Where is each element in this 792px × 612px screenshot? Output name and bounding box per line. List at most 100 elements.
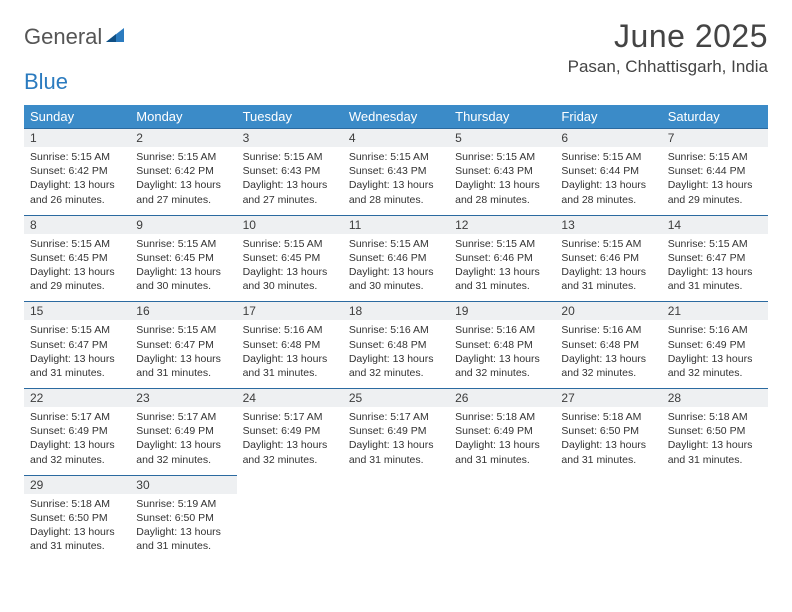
sunrise-line: Sunrise: 5:15 AM: [561, 150, 655, 164]
day-detail-cell: Sunrise: 5:15 AMSunset: 6:42 PMDaylight:…: [130, 147, 236, 215]
sunset-line: Sunset: 6:49 PM: [455, 424, 549, 438]
sunrise-line: Sunrise: 5:15 AM: [349, 237, 443, 251]
sunset-line: Sunset: 6:47 PM: [30, 338, 124, 352]
daylight-line: Daylight: 13 hours and 30 minutes.: [349, 265, 443, 293]
daylight-line: Daylight: 13 hours and 30 minutes.: [243, 265, 337, 293]
sunset-line: Sunset: 6:48 PM: [455, 338, 549, 352]
sunrise-line: Sunrise: 5:15 AM: [30, 150, 124, 164]
day-detail-cell: Sunrise: 5:15 AMSunset: 6:43 PMDaylight:…: [343, 147, 449, 215]
day-detail-cell: Sunrise: 5:18 AMSunset: 6:50 PMDaylight:…: [662, 407, 768, 475]
day-detail-cell: Sunrise: 5:15 AMSunset: 6:47 PMDaylight:…: [130, 320, 236, 388]
day-detail-cell: Sunrise: 5:15 AMSunset: 6:43 PMDaylight:…: [449, 147, 555, 215]
day-number-cell: [662, 475, 768, 494]
sunrise-line: Sunrise: 5:15 AM: [243, 237, 337, 251]
day-number-cell: [449, 475, 555, 494]
day-number-cell: 28: [662, 389, 768, 408]
sunset-line: Sunset: 6:42 PM: [30, 164, 124, 178]
day-number-cell: 3: [237, 129, 343, 148]
sunset-line: Sunset: 6:46 PM: [561, 251, 655, 265]
sunrise-line: Sunrise: 5:16 AM: [455, 323, 549, 337]
day-detail-cell: Sunrise: 5:15 AMSunset: 6:44 PMDaylight:…: [555, 147, 661, 215]
sunset-line: Sunset: 6:47 PM: [136, 338, 230, 352]
sunrise-line: Sunrise: 5:18 AM: [561, 410, 655, 424]
daylight-line: Daylight: 13 hours and 29 minutes.: [30, 265, 124, 293]
day-detail-cell: Sunrise: 5:15 AMSunset: 6:43 PMDaylight:…: [237, 147, 343, 215]
day-detail-cell: Sunrise: 5:15 AMSunset: 6:45 PMDaylight:…: [130, 234, 236, 302]
sunset-line: Sunset: 6:49 PM: [349, 424, 443, 438]
sunset-line: Sunset: 6:49 PM: [136, 424, 230, 438]
sunset-line: Sunset: 6:46 PM: [349, 251, 443, 265]
day-number-cell: 6: [555, 129, 661, 148]
title-block: June 2025 Pasan, Chhattisgarh, India: [568, 18, 768, 77]
day-number-cell: 13: [555, 215, 661, 234]
sunset-line: Sunset: 6:47 PM: [668, 251, 762, 265]
daylight-line: Daylight: 13 hours and 28 minutes.: [455, 178, 549, 206]
day-number-cell: 29: [24, 475, 130, 494]
daylight-line: Daylight: 13 hours and 31 minutes.: [136, 352, 230, 380]
daylight-line: Daylight: 13 hours and 31 minutes.: [668, 438, 762, 466]
sunset-line: Sunset: 6:45 PM: [30, 251, 124, 265]
daylight-line: Daylight: 13 hours and 31 minutes.: [30, 352, 124, 380]
daylight-line: Daylight: 13 hours and 32 minutes.: [349, 352, 443, 380]
sunrise-line: Sunrise: 5:17 AM: [349, 410, 443, 424]
day-detail-cell: Sunrise: 5:15 AMSunset: 6:45 PMDaylight:…: [24, 234, 130, 302]
sunset-line: Sunset: 6:44 PM: [561, 164, 655, 178]
day-detail-cell: Sunrise: 5:15 AMSunset: 6:46 PMDaylight:…: [449, 234, 555, 302]
day-detail-cell: Sunrise: 5:15 AMSunset: 6:46 PMDaylight:…: [555, 234, 661, 302]
daynum-row: 22232425262728: [24, 389, 768, 408]
daylight-line: Daylight: 13 hours and 31 minutes.: [349, 438, 443, 466]
day-number-cell: 1: [24, 129, 130, 148]
daylight-line: Daylight: 13 hours and 31 minutes.: [668, 265, 762, 293]
daylight-line: Daylight: 13 hours and 31 minutes.: [561, 438, 655, 466]
sunset-line: Sunset: 6:43 PM: [243, 164, 337, 178]
sunrise-line: Sunrise: 5:18 AM: [668, 410, 762, 424]
sunset-line: Sunset: 6:44 PM: [668, 164, 762, 178]
daylight-line: Daylight: 13 hours and 32 minutes.: [136, 438, 230, 466]
day-number-cell: 17: [237, 302, 343, 321]
day-detail-cell: [555, 494, 661, 562]
day-number-cell: 22: [24, 389, 130, 408]
day-detail-cell: Sunrise: 5:17 AMSunset: 6:49 PMDaylight:…: [343, 407, 449, 475]
day-detail-cell: [449, 494, 555, 562]
day-detail-cell: Sunrise: 5:16 AMSunset: 6:49 PMDaylight:…: [662, 320, 768, 388]
day-detail-cell: Sunrise: 5:15 AMSunset: 6:44 PMDaylight:…: [662, 147, 768, 215]
day-detail-cell: Sunrise: 5:17 AMSunset: 6:49 PMDaylight:…: [24, 407, 130, 475]
sunset-line: Sunset: 6:50 PM: [668, 424, 762, 438]
detail-row: Sunrise: 5:15 AMSunset: 6:45 PMDaylight:…: [24, 234, 768, 302]
sunset-line: Sunset: 6:50 PM: [136, 511, 230, 525]
sunset-line: Sunset: 6:45 PM: [243, 251, 337, 265]
day-detail-cell: Sunrise: 5:18 AMSunset: 6:49 PMDaylight:…: [449, 407, 555, 475]
day-number-cell: 11: [343, 215, 449, 234]
detail-row: Sunrise: 5:17 AMSunset: 6:49 PMDaylight:…: [24, 407, 768, 475]
daynum-row: 1234567: [24, 129, 768, 148]
day-detail-cell: Sunrise: 5:19 AMSunset: 6:50 PMDaylight:…: [130, 494, 236, 562]
daylight-line: Daylight: 13 hours and 31 minutes.: [243, 352, 337, 380]
daynum-row: 15161718192021: [24, 302, 768, 321]
day-detail-cell: Sunrise: 5:18 AMSunset: 6:50 PMDaylight:…: [24, 494, 130, 562]
day-number-cell: 2: [130, 129, 236, 148]
daylight-line: Daylight: 13 hours and 31 minutes.: [455, 438, 549, 466]
day-number-cell: 27: [555, 389, 661, 408]
weekday-header: Tuesday: [237, 105, 343, 129]
sunset-line: Sunset: 6:46 PM: [455, 251, 549, 265]
sunrise-line: Sunrise: 5:15 AM: [243, 150, 337, 164]
daylight-line: Daylight: 13 hours and 31 minutes.: [455, 265, 549, 293]
sunset-line: Sunset: 6:49 PM: [668, 338, 762, 352]
day-number-cell: 7: [662, 129, 768, 148]
day-detail-cell: [343, 494, 449, 562]
day-number-cell: [237, 475, 343, 494]
daylight-line: Daylight: 13 hours and 32 minutes.: [668, 352, 762, 380]
day-detail-cell: [237, 494, 343, 562]
day-detail-cell: Sunrise: 5:16 AMSunset: 6:48 PMDaylight:…: [343, 320, 449, 388]
day-number-cell: 25: [343, 389, 449, 408]
detail-row: Sunrise: 5:18 AMSunset: 6:50 PMDaylight:…: [24, 494, 768, 562]
day-detail-cell: Sunrise: 5:15 AMSunset: 6:47 PMDaylight:…: [662, 234, 768, 302]
weekday-header: Saturday: [662, 105, 768, 129]
day-number-cell: 14: [662, 215, 768, 234]
day-detail-cell: Sunrise: 5:18 AMSunset: 6:50 PMDaylight:…: [555, 407, 661, 475]
sunset-line: Sunset: 6:45 PM: [136, 251, 230, 265]
sunrise-line: Sunrise: 5:15 AM: [30, 323, 124, 337]
sunset-line: Sunset: 6:49 PM: [243, 424, 337, 438]
sunrise-line: Sunrise: 5:17 AM: [136, 410, 230, 424]
daylight-line: Daylight: 13 hours and 31 minutes.: [30, 525, 124, 553]
